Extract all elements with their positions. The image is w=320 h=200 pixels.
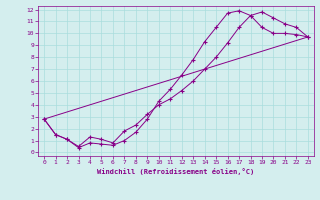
X-axis label: Windchill (Refroidissement éolien,°C): Windchill (Refroidissement éolien,°C) <box>97 168 255 175</box>
